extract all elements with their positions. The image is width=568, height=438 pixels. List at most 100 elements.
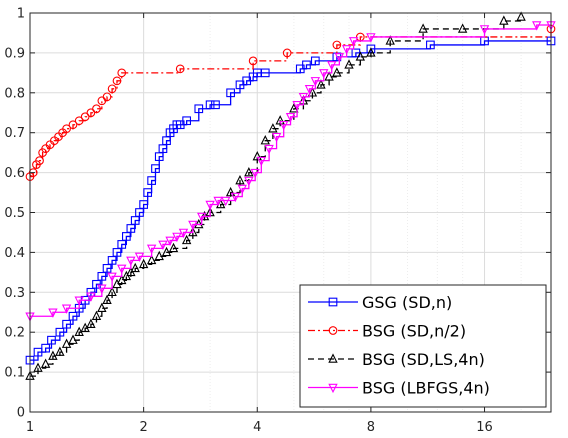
triangle-up-marker xyxy=(344,59,354,69)
square-marker xyxy=(92,279,101,289)
series-3 xyxy=(25,11,526,380)
triangle-down-marker xyxy=(172,232,182,243)
triangle-down-marker xyxy=(197,212,207,223)
y-tick-label: 0 xyxy=(17,406,25,421)
square-marker xyxy=(147,176,156,185)
axis-ticks: 1 2 4 8 16 0 0.1 0.2 0.3 0.4 0.5 0.6 0.7 0.8 0.9 1 xyxy=(4,7,551,435)
legend: GSG (SD,n) BSG (SD,n/2) BSG (SD,LS,4n) BSG … xyxy=(299,284,547,408)
triangle-up-marker xyxy=(225,186,236,197)
square-marker xyxy=(47,335,56,345)
circle-marker xyxy=(86,108,96,118)
y-tick-label: 0.8 xyxy=(4,86,25,101)
triangle-down-marker xyxy=(264,144,274,155)
square-marker xyxy=(102,264,112,273)
y-tick-label: 0.4 xyxy=(4,246,25,261)
triangle-up-marker xyxy=(235,174,245,185)
square-marker xyxy=(151,164,160,173)
x-tick-label: 4 xyxy=(253,420,261,435)
triangle-down-marker xyxy=(366,33,376,43)
square-marker xyxy=(62,319,71,329)
circle-marker xyxy=(28,168,38,177)
square-marker xyxy=(182,116,191,126)
x-tick-label: 2 xyxy=(139,420,147,435)
circle-marker xyxy=(80,112,90,122)
triangle-down-marker xyxy=(146,244,157,255)
legend-label: BSG (SD,n/2) xyxy=(362,322,466,341)
circle-marker xyxy=(112,76,122,86)
triangle-up-marker xyxy=(181,234,192,245)
triangle-down-marker xyxy=(479,25,490,35)
circle-marker xyxy=(35,156,44,165)
series-1 xyxy=(25,36,556,365)
circle-marker xyxy=(328,326,338,335)
triangle-up-marker xyxy=(154,250,164,261)
triangle-up-marker xyxy=(418,23,428,33)
y-tick-label: 0.6 xyxy=(4,166,25,181)
triangle-up-marker xyxy=(48,350,58,360)
triangle-down-marker xyxy=(292,101,302,111)
square-marker xyxy=(68,311,78,321)
legend-entry: BSG (LBFGS,4n) xyxy=(308,379,490,398)
triangle-up-marker xyxy=(168,242,179,253)
y-tick-label: 1 xyxy=(17,7,25,22)
triangle-up-marker xyxy=(107,286,117,297)
y-tick-label: 0.3 xyxy=(4,286,25,301)
triangle-up-marker xyxy=(332,67,342,77)
square-marker xyxy=(260,68,270,78)
circle-marker xyxy=(248,56,258,66)
triangle-up-marker xyxy=(33,362,43,372)
y-tick-label: 0.5 xyxy=(4,206,25,221)
series-2 xyxy=(25,24,556,181)
triangle-up-marker xyxy=(68,334,78,344)
triangle-down-marker xyxy=(61,304,72,314)
legend-label: GSG (SD,n) xyxy=(362,293,452,312)
triangle-down-marker xyxy=(285,112,296,123)
triangle-up-marker xyxy=(161,246,172,257)
triangle-down-marker xyxy=(107,272,117,282)
triangle-down-marker xyxy=(271,132,282,143)
triangle-down-marker xyxy=(298,93,309,103)
y-tick-label: 0.2 xyxy=(4,326,25,341)
circle-marker xyxy=(107,84,117,94)
triangle-down-marker xyxy=(165,236,175,247)
triangle-down-marker xyxy=(310,77,321,87)
triangle-up-marker xyxy=(61,338,72,348)
circle-marker xyxy=(175,64,185,74)
square-marker xyxy=(226,88,235,98)
triangle-down-marker xyxy=(117,264,127,274)
y-tick-label: 0.1 xyxy=(4,366,25,381)
legend-entry: GSG (SD,n) xyxy=(308,293,452,312)
triangle-down-marker xyxy=(74,296,84,306)
triangle-up-marker xyxy=(138,258,149,269)
triangle-down-marker xyxy=(188,220,198,231)
circle-marker xyxy=(62,124,71,134)
legend-label: BSG (SD,LS,4n) xyxy=(362,350,485,369)
square-marker xyxy=(426,40,435,50)
square-marker xyxy=(310,56,320,66)
triangle-down-marker xyxy=(205,200,215,211)
square-marker xyxy=(55,327,65,337)
triangle-up-marker xyxy=(252,151,262,161)
circle-marker xyxy=(117,68,127,78)
legend-entry: BSG (SD,n/2) xyxy=(308,322,466,341)
circle-marker xyxy=(282,48,292,58)
triangle-down-marker xyxy=(256,156,267,167)
triangle-up-marker xyxy=(275,115,285,125)
triangle-down-marker xyxy=(158,240,168,251)
circle-marker xyxy=(92,104,101,114)
x-tick-label: 16 xyxy=(476,420,493,435)
triangle-down-marker xyxy=(221,196,231,207)
triangle-up-marker xyxy=(328,353,338,363)
triangle-up-marker xyxy=(130,262,140,273)
triangle-down-marker xyxy=(341,45,352,55)
triangle-up-marker xyxy=(516,11,526,21)
legend-entry: BSG (SD,LS,4n) xyxy=(308,350,485,369)
triangle-up-marker xyxy=(457,23,468,33)
triangle-up-marker xyxy=(324,71,334,81)
x-tick-label: 1 xyxy=(26,420,34,435)
square-marker xyxy=(107,256,117,265)
circle-marker xyxy=(332,40,342,50)
triangle-down-marker xyxy=(134,252,145,263)
triangle-up-marker xyxy=(86,318,96,328)
